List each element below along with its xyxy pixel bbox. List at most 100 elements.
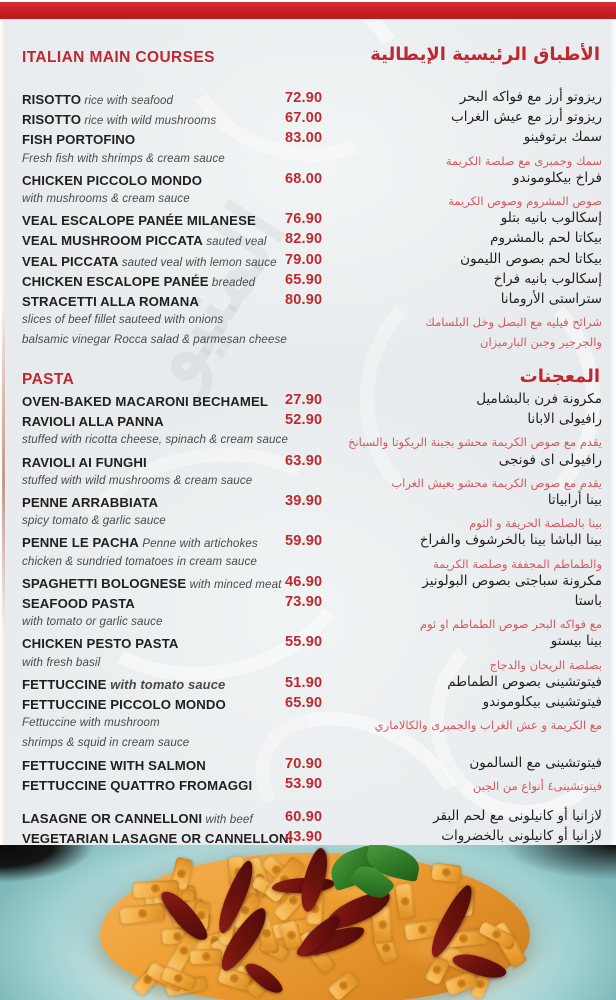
- menu-item-description-ar: مع الكريمة و عش الغراب والجمبرى والكالام…: [374, 718, 602, 733]
- menu-item-name-ar: بينا أرابياتا: [547, 492, 602, 508]
- photo-dark-corner-left: [0, 845, 120, 891]
- menu-item-price: 68.00: [285, 170, 323, 187]
- menu-item-price: 60.90: [285, 809, 323, 825]
- top-red-bar-gradient: [0, 2, 616, 19]
- menu-item-price: 46.90: [285, 573, 323, 590]
- menu-item-price: 53.90: [285, 775, 323, 792]
- menu-content: ITALIAN MAIN COURSES الأطباق الرئيسية الإ…: [0, 19, 616, 845]
- menu-item-row: FISH PORTOFINO: [22, 131, 135, 149]
- menu-item-description: rice with wild mushrooms: [81, 114, 217, 128]
- menu-item-description-line: stuffed with ricotta cheese, spinach & c…: [22, 433, 288, 447]
- menu-item-price: 76.90: [285, 211, 323, 228]
- menu-item-price: 59.90: [285, 533, 323, 550]
- menu-item-price: 65.90: [285, 695, 323, 711]
- menu-item-name: OVEN-BAKED MACARONI BECHAMEL: [22, 394, 269, 409]
- menu-item-name: FETTUCCINE: [22, 676, 107, 692]
- menu-item-name-ar: فيتوتشينى بيكلوموندو: [482, 694, 602, 710]
- menu-body: المنيو ITALIAN MAIN COURSES الأطباق الرئي…: [0, 19, 616, 845]
- menu-item-name-ar: رافيولى الابانا: [527, 411, 602, 428]
- menu-item-row: FETTUCCINE WITH SALMON: [22, 757, 206, 775]
- menu-item-description-ar: والطماطم المجففة وصلصة الكريمة: [433, 556, 602, 571]
- page-edge-left-accent: [2, 300, 5, 630]
- section-heading-ar: المعجنات: [519, 366, 600, 387]
- menu-item-name: FISH PORTOFINO: [22, 132, 136, 148]
- menu-item-name: RISOTTO: [22, 92, 82, 107]
- menu-item-description-line: shrimps & squid in cream sauce: [22, 736, 190, 750]
- menu-item-description-ar: صوص المشروم وصوص الكريمة: [448, 194, 602, 208]
- menu-item-row: FETTUCCINE PICCOLO MONDO: [22, 696, 226, 714]
- menu-item-name-ar: لازانيا أو كانيلونى مع لحم البقر: [433, 808, 602, 824]
- menu-item-name-ar: إسكالوب بانيه فراخ: [493, 270, 602, 287]
- menu-item-row: CHICKEN PESTO PASTA: [22, 635, 179, 653]
- penne-piece: [190, 948, 223, 964]
- menu-item-row: RAVIOLI ALLA PANNA: [22, 413, 164, 431]
- menu-item-name: VEAL PICCATA: [22, 253, 119, 269]
- menu-item-price: 27.90: [285, 392, 323, 408]
- menu-item-description-line: with tomato or garlic sauce: [22, 615, 163, 629]
- page-edge-right: [610, 19, 616, 845]
- penne-piece: [119, 902, 167, 925]
- penne-piece: [431, 862, 462, 883]
- menu-item-price: 82.90: [285, 231, 323, 248]
- menu-item-row: FETTUCCINE with tomato sauce: [22, 676, 225, 694]
- menu-item-name: RAVIOLI AI FUNGHI: [22, 454, 147, 470]
- menu-item-row: OVEN-BAKED MACARONI BECHAMEL: [22, 393, 268, 411]
- menu-item-price: 55.90: [285, 634, 323, 651]
- menu-item-description: rice with seafood: [81, 94, 174, 107]
- menu-item-price: 79.00: [285, 251, 323, 268]
- menu-item-description-ar: شرائح فيليه مع البصل وخل البلسامك: [425, 315, 602, 330]
- menu-item-price: 63.90: [285, 452, 323, 469]
- menu-item-description: Penne with artichokes: [138, 537, 258, 551]
- menu-item-row: RISOTTO rice with wild mushrooms: [22, 111, 216, 129]
- menu-item-row: SPAGHETTI BOLOGNESE with minced meat: [22, 575, 281, 593]
- penne-piece: [394, 882, 416, 920]
- menu-item-name: FETTUCCINE QUATTRO FROMAGGI: [22, 777, 253, 793]
- menu-item-description-ar: بصلصة الريحان والدجاج: [489, 657, 602, 672]
- pasta-mound: [100, 846, 530, 1000]
- menu-item-row: SEAFOOD PASTA: [22, 595, 135, 613]
- menu-item-description-line: spicy tomato & garlic sauce: [22, 514, 166, 528]
- menu-item-name: STRACETTI ALLA ROMANA: [22, 294, 199, 309]
- menu-item-price: 72.90: [285, 90, 323, 106]
- menu-item-name-ar: ريزوتو أرز مع عيش الغراب: [451, 109, 602, 126]
- menu-item-row: VEAL PICCATA sauted veal with lemon sauc…: [22, 253, 277, 271]
- menu-item-row: VEAL ESCALOPE PANÉE MILANESE: [22, 212, 256, 230]
- menu-item-description-line: stuffed with wild mushrooms & cream sauc…: [22, 473, 253, 487]
- menu-item-row: RAVIOLI AI FUNGHI: [22, 454, 147, 472]
- menu-item-price: 43.90: [285, 829, 323, 845]
- menu-item-row: STRACETTI ALLA ROMANA: [22, 293, 199, 311]
- menu-item-price: 70.90: [285, 755, 323, 772]
- menu-item-price: 83.00: [285, 130, 323, 147]
- menu-item-name: RAVIOLI ALLA PANNA: [22, 414, 164, 430]
- menu-item-name: SPAGHETTI BOLOGNESE: [22, 575, 187, 591]
- menu-item-description-line: Fresh fish with shrimps & cream sauce: [22, 151, 225, 165]
- menu-item-description: with beef: [202, 813, 253, 826]
- penne-piece: [327, 969, 361, 1000]
- menu-item-description-ar: يقدم مع صوص الكريمة محشو بعيش الغراب: [391, 475, 602, 490]
- menu-item-price: 80.90: [285, 292, 323, 308]
- menu-item-price: 51.90: [285, 674, 323, 691]
- menu-item-description-line: with mushrooms & cream sauce: [22, 192, 190, 205]
- menu-item-name: VEGETARIAN LASAGNE OR CANNELLONI: [22, 831, 293, 845]
- menu-item-price: 65.90: [285, 271, 323, 288]
- menu-item-description-ar: فيتوتشينى٤ أنواع من الجبن: [472, 778, 602, 793]
- menu-item-row: PENNE LE PACHA Penne with artichokes: [22, 534, 258, 552]
- menu-item-description: with tomato sauce: [106, 676, 226, 692]
- menu-item-price: 73.90: [285, 594, 323, 610]
- menu-item-price: 52.90: [285, 412, 323, 429]
- menu-item-row: VEAL MUSHROOM PICCATA sauted veal: [22, 232, 267, 250]
- menu-item-name-ar: باستا: [574, 593, 602, 609]
- menu-item-description: breaded: [208, 275, 256, 289]
- menu-item-description-line: slices of beef fillet sauteed with onion…: [22, 313, 224, 327]
- menu-item-name-ar: فيتوتشينى مع السالمون: [469, 754, 602, 771]
- menu-item-name-ar: ستراستى الأرومانا: [500, 291, 602, 307]
- section-heading-en: ITALIAN MAIN COURSES: [22, 49, 215, 66]
- menu-item-price: 39.90: [285, 493, 323, 509]
- photo-dark-corner-right: [476, 845, 616, 885]
- menu-item-description-line: chicken & sundried tomatoes in cream sau…: [22, 554, 257, 568]
- menu-item-name-ar: رافيولى اى فونجى: [498, 451, 602, 468]
- menu-item-name: CHICKEN ESCALOPE PANÉE: [22, 273, 209, 289]
- menu-item-row: CHICKEN ESCALOPE PANÉE breaded: [22, 273, 255, 291]
- menu-item-description-ar: مع فواكه البحر صوص الطماطم او ثوم: [419, 617, 602, 632]
